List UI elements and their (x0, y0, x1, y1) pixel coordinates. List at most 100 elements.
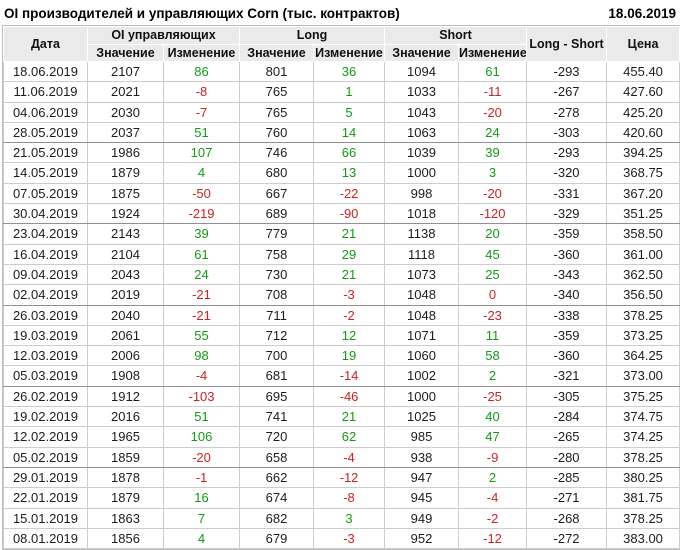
cell-date: 14.05.2019 (3, 162, 88, 184)
cell-oi-value: 2019 (87, 284, 164, 306)
cell-date: 12.03.2019 (3, 345, 88, 367)
cell-short-change: -12 (458, 527, 528, 550)
cell-price: 455.40 (606, 60, 680, 83)
cell-short-change: 61 (458, 60, 528, 83)
table-row: 02.04.2019 2019 -21 708 -3 1048 0 -340 356.50 (3, 284, 680, 306)
cell-long-value: 689 (239, 203, 314, 225)
cell-oi-change: 51 (163, 121, 240, 144)
cell-long-change: 21 (312, 263, 386, 286)
col-group-oi-managers: OI управляющих (87, 26, 240, 45)
cell-oi-change: -4 (163, 365, 240, 387)
cell-short-value: 1000 (384, 385, 460, 408)
cell-long-value: 720 (239, 426, 314, 448)
cell-long-short: -343 (526, 263, 608, 286)
cell-short-change: 58 (458, 345, 528, 367)
cell-oi-value: 2040 (87, 304, 164, 326)
cell-price: 420.60 (606, 121, 680, 144)
cell-price: 394.25 (606, 142, 680, 164)
cell-long-change: -3 (312, 284, 386, 306)
cell-long-change: 12 (312, 324, 386, 347)
cell-oi-change: -21 (163, 284, 240, 306)
cell-oi-value: 2061 (87, 324, 164, 347)
cell-long-change: 1 (312, 81, 386, 103)
cell-price: 351.25 (606, 203, 680, 225)
cell-long-value: 708 (239, 284, 314, 306)
table-row: 26.02.2019 1912 -103 695 -46 1000 -25 -305 375.2… (3, 385, 680, 408)
table-row: 11.06.2019 2021 -8 765 1 1033 -11 -267 427.60 (3, 81, 680, 103)
cell-short-value: 1094 (384, 60, 460, 83)
col-subheader-long-change: Изменение (312, 44, 386, 62)
cell-oi-change: -21 (163, 304, 240, 326)
cell-price: 427.60 (606, 81, 680, 103)
cell-long-value: 758 (239, 243, 314, 265)
col-subheader-oi-value: Значение (87, 44, 164, 62)
cell-long-change: 36 (312, 60, 386, 83)
table-row: 05.02.2019 1859 -20 658 -4 938 -9 -280 378.25 (3, 446, 680, 468)
cell-short-change: 3 (458, 162, 528, 184)
cell-long-short: -272 (526, 527, 608, 550)
cell-long-change: 3 (312, 507, 386, 529)
cell-long-short: -293 (526, 60, 608, 83)
col-group-long: Long (238, 26, 386, 45)
col-subheader-oi-change: Изменение (163, 44, 240, 62)
cell-oi-change: 86 (163, 60, 240, 83)
cell-date: 05.02.2019 (3, 446, 88, 468)
cell-short-value: 1138 (384, 223, 460, 245)
report-date: 18.06.2019 (608, 6, 676, 21)
cell-short-change: -11 (458, 81, 528, 103)
cell-long-value: 680 (239, 162, 314, 184)
cell-short-value: 1118 (384, 243, 460, 265)
cell-date: 28.05.2019 (3, 121, 88, 144)
cell-oi-change: 16 (163, 487, 240, 509)
cell-long-change: 66 (312, 142, 386, 164)
col-header-date: Дата (3, 26, 88, 62)
cell-long-short: -321 (526, 365, 608, 387)
cell-short-value: 1039 (384, 142, 460, 164)
cell-date: 26.02.2019 (3, 385, 88, 408)
cell-long-short: -329 (526, 203, 608, 225)
cell-oi-value: 2037 (87, 121, 164, 144)
cell-long-value: 765 (239, 101, 314, 123)
cell-oi-value: 1859 (87, 446, 164, 468)
cell-short-value: 1073 (384, 263, 460, 286)
cell-oi-change: -50 (163, 182, 240, 205)
cell-price: 425.20 (606, 101, 680, 123)
cell-long-short: -293 (526, 142, 608, 164)
cell-oi-value: 1912 (87, 385, 164, 408)
cell-date: 29.01.2019 (3, 466, 88, 489)
cell-short-value: 1000 (384, 162, 460, 184)
cell-short-value: 1033 (384, 81, 460, 103)
cell-long-short: -268 (526, 507, 608, 529)
cell-date: 21.05.2019 (3, 142, 88, 164)
cell-long-short: -331 (526, 182, 608, 205)
cell-oi-value: 2104 (87, 243, 164, 265)
cell-oi-value: 2021 (87, 81, 164, 103)
cell-date: 30.04.2019 (3, 203, 88, 225)
cell-oi-value: 1965 (87, 426, 164, 448)
cell-oi-change: 39 (163, 223, 240, 245)
cell-date: 05.03.2019 (3, 365, 88, 387)
cell-price: 380.25 (606, 466, 680, 489)
table-row: 28.05.2019 2037 51 760 14 1063 24 -303 420.60 (3, 121, 680, 144)
table-row: 19.02.2019 2016 51 741 21 1025 40 -284 374.75 (3, 406, 680, 428)
cell-oi-change: 61 (163, 243, 240, 265)
cell-oi-change: 98 (163, 345, 240, 367)
cell-price: 356.50 (606, 284, 680, 306)
cell-short-value: 1060 (384, 345, 460, 367)
cell-long-change: 13 (312, 162, 386, 184)
table-row: 22.01.2019 1879 16 674 -8 945 -4 -271 381.75 (3, 487, 680, 509)
cell-date: 16.04.2019 (3, 243, 88, 265)
cell-long-value: 667 (239, 182, 314, 205)
table-row: 21.05.2019 1986 107 746 66 1039 39 -293 394.25 (3, 142, 680, 164)
cell-long-change: -3 (312, 527, 386, 550)
cell-long-value: 679 (239, 527, 314, 550)
cell-short-change: -120 (458, 203, 528, 225)
cell-long-change: -4 (312, 446, 386, 468)
cell-long-short: -359 (526, 324, 608, 347)
cell-long-short: -271 (526, 487, 608, 509)
cell-short-change: 24 (458, 121, 528, 144)
cell-short-change: -20 (458, 182, 528, 205)
cell-oi-change: -8 (163, 81, 240, 103)
cell-oi-change: 4 (163, 527, 240, 550)
cell-oi-change: 55 (163, 324, 240, 347)
